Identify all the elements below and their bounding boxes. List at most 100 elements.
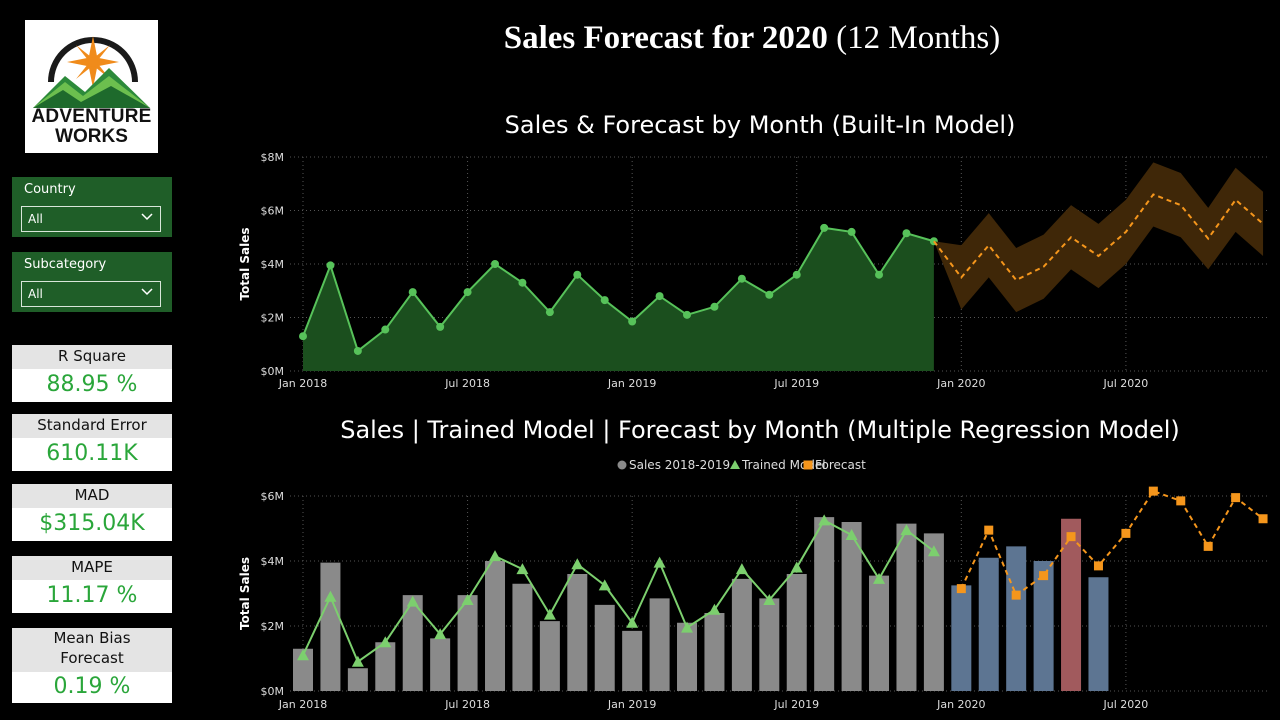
metric-card-mad: MAD $315.04K — [12, 484, 172, 541]
trained-model-point — [434, 628, 447, 640]
country-dropdown-value: All — [28, 212, 43, 226]
metric-label: R Square — [12, 345, 172, 369]
sales-point — [875, 270, 884, 279]
sales-bar — [320, 562, 341, 691]
trained-model-line — [302, 519, 935, 664]
y-tick-label: $4M — [261, 555, 285, 568]
sales-point — [381, 325, 390, 334]
country-slicer: Country All — [12, 177, 172, 237]
trained-model-point — [790, 561, 803, 573]
report-title: Sales Forecast for 2020 (12 Months) — [232, 20, 1272, 57]
sales-point — [408, 288, 417, 297]
sales-point — [847, 227, 856, 236]
sales-point — [737, 274, 746, 283]
metric-card-r-square: R Square 88.95 % — [12, 345, 172, 402]
metric-card-standard-error: Standard Error 610.11K — [12, 414, 172, 471]
metric-label: MAPE — [12, 556, 172, 580]
x-tick-label: Jul 2019 — [773, 377, 819, 390]
forecast-point — [1231, 493, 1241, 503]
x-tick-label: Jul 2020 — [1103, 377, 1149, 390]
trained-model-point — [516, 563, 529, 575]
subcategory-slicer: Subcategory All — [12, 252, 172, 312]
metric-label: MAD — [12, 484, 172, 508]
chart1-svg: $0M $2M $4M $6M $8M Jan 2018 Jul 2018 Jan 2019 J… — [238, 151, 1270, 390]
legend-entry: Trained Model — [741, 458, 826, 472]
sales-point — [353, 346, 362, 355]
forecast-point — [1203, 541, 1213, 551]
subcategory-dropdown-value: All — [28, 287, 43, 301]
sales-bar — [869, 575, 890, 691]
x-tick-label: Jan 2019 — [607, 377, 656, 390]
sales-point — [299, 332, 307, 341]
y-tick-label: $2M — [261, 312, 285, 325]
forecast-point — [1176, 496, 1186, 506]
sales-bar — [567, 574, 588, 691]
metric-value: 88.95 % — [46, 372, 138, 397]
trained-model-point — [489, 550, 502, 562]
sales-bar — [485, 561, 506, 691]
forecast-point — [956, 584, 966, 594]
sales-bar — [649, 598, 670, 691]
sales-bar — [704, 613, 725, 691]
country-dropdown[interactable]: All — [21, 206, 161, 232]
sales-point — [710, 302, 719, 311]
sales-point — [600, 296, 609, 305]
sales-bar — [1006, 546, 1027, 691]
y-tick-label: $6M — [261, 205, 285, 218]
forecast-point — [1011, 590, 1021, 600]
sales-bar — [841, 522, 862, 691]
sales-point — [628, 317, 637, 326]
trained-model-point — [543, 608, 556, 620]
sales-bar — [786, 574, 807, 691]
mountain-sun-icon — [33, 36, 150, 108]
adventure-works-logo: Adventure Works — [25, 20, 158, 153]
trained-model-point — [653, 556, 666, 568]
sales-point — [545, 308, 554, 317]
x-tick-label: Jan 2019 — [607, 698, 656, 711]
chevron-down-icon — [141, 288, 153, 296]
sales-bar — [951, 585, 972, 691]
metric-value: $315.04K — [39, 511, 145, 536]
sales-bar — [512, 583, 533, 691]
trained-model-point — [626, 616, 639, 628]
forecast-confidence-band — [933, 162, 1264, 313]
trained-model-point — [873, 572, 886, 584]
sales-point — [518, 278, 527, 287]
legend-entry: Sales 2018-2019 — [629, 458, 730, 472]
sales-bar — [731, 578, 752, 691]
sales-bar — [896, 523, 917, 691]
legend-marker — [803, 460, 813, 470]
y-tick-label: $4M — [261, 258, 285, 271]
trained-model-point — [681, 621, 694, 633]
sales-area — [303, 227, 934, 371]
sales-bar — [457, 595, 478, 691]
metric-card-mean-bias-forecast: Mean Bias Forecast 0.19 % — [12, 628, 172, 703]
logo-line-1: Adventure — [31, 106, 152, 127]
sales-bar — [978, 557, 999, 691]
report-title-bold: Sales Forecast for 2020 — [503, 20, 828, 56]
subcategory-dropdown[interactable]: All — [21, 281, 161, 307]
legend-marker — [730, 460, 740, 469]
sales-bar — [923, 533, 944, 691]
trained-model-point — [735, 563, 748, 575]
sales-point — [573, 270, 582, 279]
trained-model-point — [324, 590, 337, 602]
metric-card-mape: MAPE 11.17 % — [12, 556, 172, 613]
y-tick-label: $6M — [261, 490, 285, 503]
x-tick-label: Jan 2018 — [278, 377, 327, 390]
sales-bar — [347, 668, 368, 691]
sales-bar — [1088, 577, 1109, 691]
sales-point — [326, 261, 335, 270]
subcategory-slicer-label: Subcategory — [24, 257, 107, 272]
sales-bar — [402, 595, 423, 691]
sales-point — [436, 322, 445, 331]
sales-point — [655, 292, 664, 301]
trained-model-point — [708, 603, 721, 615]
x-tick-label: Jan 2018 — [278, 698, 327, 711]
trained-model-point — [406, 595, 419, 607]
trained-model-point — [927, 545, 940, 557]
y-tick-label: $8M — [261, 151, 285, 164]
y-tick-label: $0M — [261, 365, 285, 378]
sales-point — [765, 290, 774, 299]
